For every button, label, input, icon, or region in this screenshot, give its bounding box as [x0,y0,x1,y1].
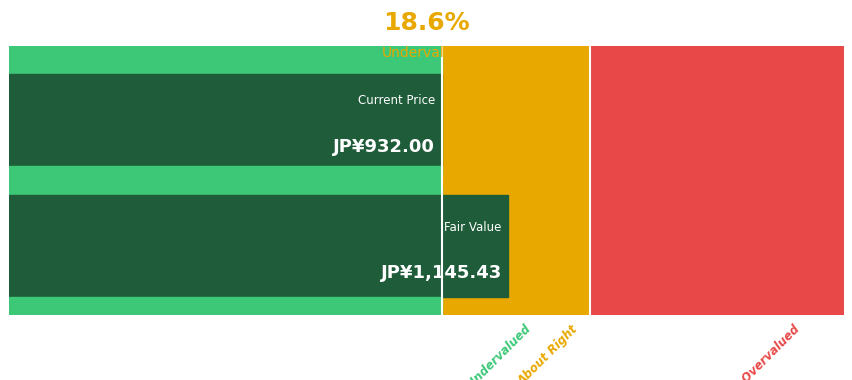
Text: JP¥932.00: JP¥932.00 [332,138,435,156]
Text: Current Price: Current Price [357,94,435,108]
Bar [589,46,843,315]
Text: 18.6%: 18.6% [383,11,469,35]
Bar [441,46,589,315]
Text: 20% Undervalued: 20% Undervalued [441,323,532,380]
Bar [9,74,441,166]
Bar [9,46,441,315]
Bar [9,54,441,74]
Bar [9,296,441,315]
Bar [9,186,441,195]
Bar [9,195,508,296]
Text: JP¥1,145.43: JP¥1,145.43 [380,264,501,282]
Text: Undervalued: Undervalued [382,46,470,60]
Text: About Right: About Right [515,323,580,380]
Text: Fair Value: Fair Value [444,220,501,234]
Text: 20% Overvalued: 20% Overvalued [717,323,802,380]
Bar [9,166,441,175]
